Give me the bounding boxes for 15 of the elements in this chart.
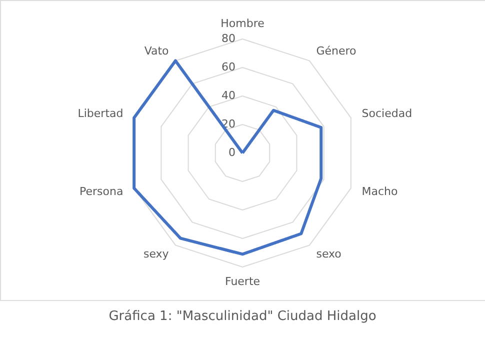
spoke-label: Hombre xyxy=(220,17,265,30)
y-tick-label: 80 xyxy=(222,32,236,45)
spoke-label: Sociedad xyxy=(362,107,412,120)
text: Gráfica 1: "Masculinidad" Ciudad Hidalgo xyxy=(108,309,376,324)
spoke-label: Libertad xyxy=(78,107,124,120)
spoke-label: sexo xyxy=(316,247,342,260)
y-tick-label: 0 xyxy=(228,146,236,159)
spoke-label: Género xyxy=(316,44,357,58)
spoke-label: Macho xyxy=(362,184,398,198)
y-tick-label: 60 xyxy=(222,60,236,74)
y-tick-label: 40 xyxy=(222,89,236,102)
spoke-label: Fuerte xyxy=(224,274,260,288)
spoke-label: Persona xyxy=(80,184,124,198)
spoke-label: sexy xyxy=(143,247,170,260)
spoke-label: Vato xyxy=(144,44,170,58)
